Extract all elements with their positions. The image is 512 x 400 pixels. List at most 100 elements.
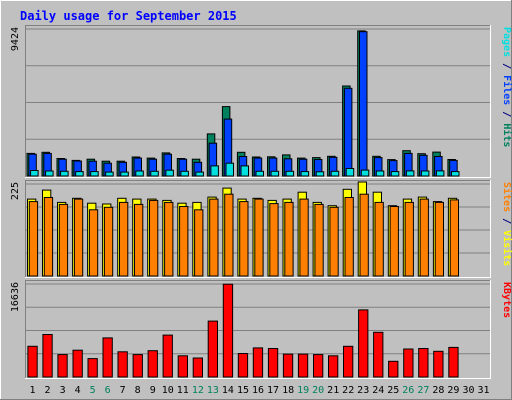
day-label-16: 16: [252, 385, 264, 396]
legend-entry: Sites: [501, 182, 512, 212]
bar-sites-day-27: [419, 198, 429, 277]
bar-kbytes-day-4: [72, 349, 83, 378]
series-kbytes: [27, 283, 459, 378]
bar-kbytes-day-20: [313, 354, 324, 378]
bar-pages-day-1: [30, 170, 39, 177]
day-label-5: 5: [90, 385, 96, 396]
bar-pages-day-5: [90, 171, 99, 177]
bar-sites-day-5: [88, 209, 99, 277]
bar-sites-day-15: [239, 201, 249, 277]
day-label-14: 14: [222, 385, 234, 396]
chart-title: Daily usage for September 2015: [20, 9, 237, 23]
bar-sites-day-25: [389, 206, 399, 277]
day-label-10: 10: [162, 385, 174, 396]
panel-visits-sites: 225 Sites / Visits: [10, 180, 512, 278]
legend-entry: /: [501, 105, 512, 123]
bar-pages-day-28: [435, 170, 445, 177]
bar-sites-day-13: [209, 198, 219, 277]
y-max-label: 9424: [10, 27, 21, 51]
bar-sites-day-6: [103, 206, 114, 277]
legend-entry: KBytes: [501, 282, 512, 318]
bar-pages-day-2: [45, 170, 54, 177]
day-label-18: 18: [282, 385, 294, 396]
bar-kbytes-day-1: [27, 345, 38, 378]
bar-sites-day-12: [194, 209, 204, 277]
bar-pages-day-19: [300, 171, 310, 177]
legend-entry: /: [501, 212, 512, 230]
day-label-26: 26: [402, 385, 414, 396]
bar-sites-day-24: [374, 201, 384, 277]
bar-sites-day-23: [359, 193, 369, 277]
bar-pages-day-22: [345, 168, 355, 177]
bar-kbytes-day-18: [282, 353, 294, 378]
bar-files-day-23: [359, 31, 368, 177]
bar-pages-day-25: [390, 171, 400, 177]
legend-entry: /: [501, 57, 512, 75]
bar-kbytes-day-27: [418, 348, 429, 378]
bar-sites-day-10: [164, 201, 174, 277]
day-label-15: 15: [237, 385, 249, 396]
day-label-12: 12: [192, 385, 204, 396]
day-label-22: 22: [342, 385, 354, 396]
bar-kbytes-day-12: [192, 357, 203, 378]
bar-pages-day-24: [375, 170, 385, 177]
bar-kbytes-day-8: [132, 354, 143, 378]
bar-pages-day-12: [195, 171, 204, 177]
day-label-23: 23: [357, 385, 369, 396]
day-label-20: 20: [312, 385, 324, 396]
day-label-1: 1: [29, 385, 35, 396]
bar-pages-day-21: [330, 170, 340, 177]
bar-pages-day-20: [315, 171, 325, 177]
bar-pages-day-13: [210, 165, 219, 177]
series-legend: Sites / Visits: [501, 182, 512, 266]
bar-pages-day-11: [180, 170, 189, 177]
series-pages: [30, 162, 460, 177]
day-label-25: 25: [387, 385, 399, 396]
bar-kbytes-day-24: [373, 331, 384, 378]
day-label-31: 31: [477, 385, 489, 396]
day-label-3: 3: [60, 385, 66, 396]
day-label-8: 8: [135, 385, 141, 396]
x-axis-day-labels: 1 2 3 4 5 6 7 8 9 10 11 12 13 14 15 16 17 18 19 20 21 22 23 24 2…: [29, 385, 489, 396]
bar-sites-day-22: [344, 197, 354, 277]
series-sites: [28, 193, 460, 277]
bar-kbytes-day-25: [388, 360, 399, 378]
bar-kbytes-day-2: [42, 334, 53, 378]
bar-pages-day-15: [240, 165, 249, 177]
bar-pages-day-27: [420, 170, 430, 177]
legend-entry: Files: [501, 75, 512, 105]
bar-pages-day-10: [165, 169, 174, 177]
bar-pages-day-29: [451, 171, 460, 177]
bar-sites-day-11: [179, 206, 189, 277]
bar-sites-day-26: [404, 201, 414, 277]
day-label-19: 19: [297, 385, 309, 396]
day-label-7: 7: [120, 385, 126, 396]
bar-kbytes-day-5: [87, 358, 98, 378]
bar-sites-day-1: [28, 201, 39, 277]
panel-hits-files-pages: 9424 Pages / Files / Hits: [10, 25, 512, 178]
bar-sites-day-7: [119, 201, 129, 277]
bar-sites-day-9: [149, 199, 159, 277]
day-label-13: 13: [207, 385, 219, 396]
panel-background: [25, 25, 491, 178]
bar-kbytes-day-14: [222, 283, 234, 378]
bar-kbytes-day-19: [297, 353, 309, 378]
day-label-24: 24: [372, 385, 384, 396]
bar-pages-day-18: [285, 170, 295, 177]
y-max-label: 225: [10, 182, 21, 200]
bar-kbytes-day-13: [207, 320, 218, 378]
bar-pages-day-4: [75, 171, 84, 177]
bar-kbytes-day-28: [433, 350, 444, 378]
bar-kbytes-day-9: [147, 350, 158, 378]
y-max-label: 16636: [10, 282, 21, 312]
bar-kbytes-day-22: [343, 345, 354, 378]
legend-entry: Pages: [501, 27, 512, 57]
bar-kbytes-day-29: [448, 346, 459, 378]
day-label-6: 6: [105, 385, 111, 396]
bar-pages-day-17: [270, 170, 280, 177]
day-label-21: 21: [327, 385, 339, 396]
panel-kbytes: 16636 KBytes: [10, 280, 512, 379]
bar-kbytes-day-21: [328, 355, 339, 378]
bar-kbytes-day-15: [237, 353, 249, 378]
bar-sites-day-20: [314, 203, 324, 277]
